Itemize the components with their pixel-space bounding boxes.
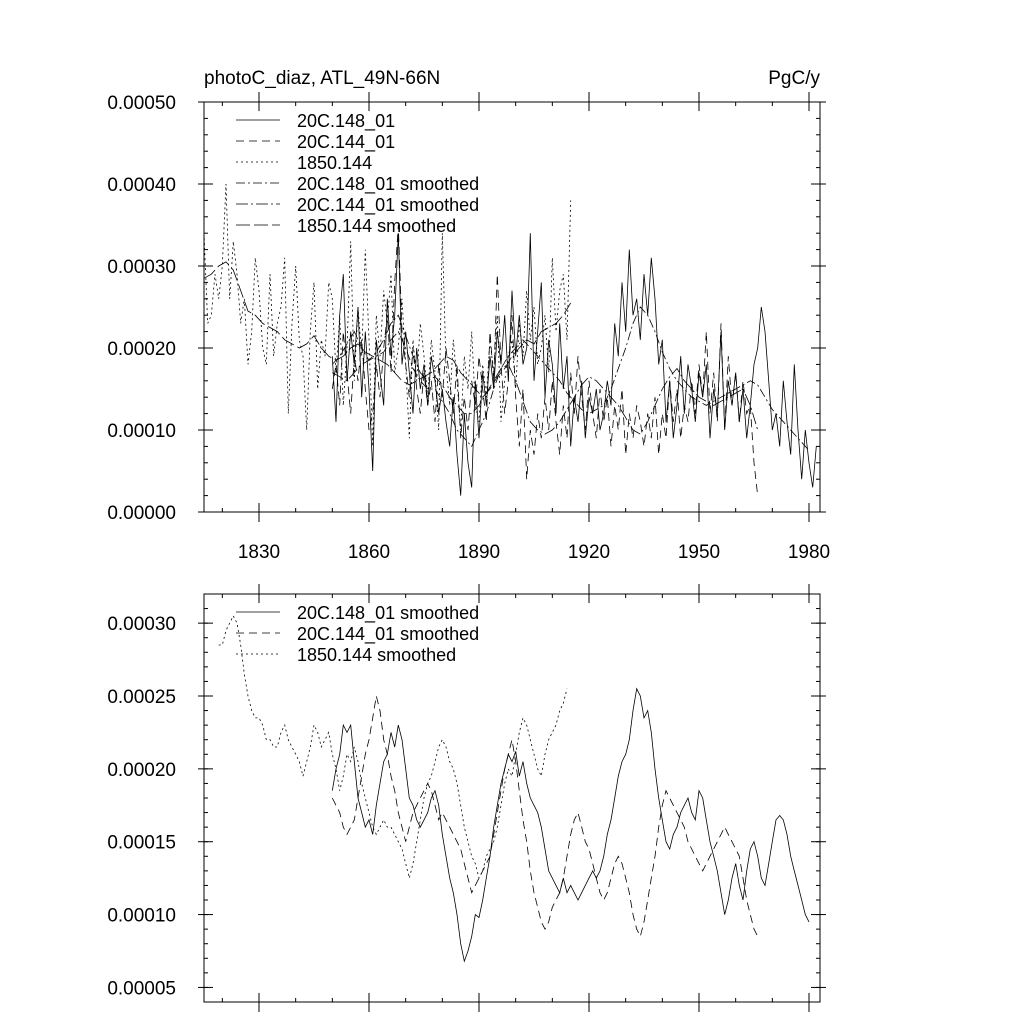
- chart-panel-2: 0.00005 0.00010 0.00015 0.00020 0.00025 0.000…: [107, 584, 826, 1012]
- y-tick-label: 0.00030: [107, 257, 176, 278]
- legend-label: 20C.144_01: [297, 132, 395, 153]
- legend-label: 1850.144 smoothed: [297, 645, 456, 665]
- y-tick-label: 0.00005: [107, 978, 176, 999]
- plot-frame: [203, 101, 821, 513]
- y-tick-label: 0.00010: [107, 421, 176, 442]
- series-line-1: [331, 687, 810, 963]
- y-tick-label: 0.00050: [107, 93, 176, 114]
- y-tick-label: 0.00020: [107, 339, 176, 360]
- legend-label: 20C.144_01 smoothed: [297, 624, 479, 645]
- x-tick-label: 1920: [568, 542, 610, 563]
- x-tick-label: 1980: [788, 542, 830, 563]
- series-line-1: [331, 233, 817, 496]
- y-tick-label: 0.00010: [107, 906, 176, 927]
- chart-title: photoC_diaz, ATL_49N-66N: [204, 68, 440, 89]
- x-tick-label: 1950: [678, 542, 720, 563]
- chart-panel-1: 0.00000 0.00010 0.00020 0.00030 0.00040 0.000…: [107, 68, 830, 563]
- series-line-6: [204, 261, 572, 398]
- series-line-5: [332, 314, 759, 435]
- legend-label: 20C.148_01: [297, 111, 395, 132]
- x-tick-label: 1830: [238, 542, 280, 563]
- units-label: PgC/y: [768, 68, 820, 89]
- series-line-4: [332, 306, 810, 451]
- legend-label: 1850.144: [297, 153, 372, 173]
- y-tick-label: 0.00000: [107, 503, 176, 524]
- series-line-3: [218, 615, 568, 880]
- series-line-2: [331, 695, 759, 938]
- y-tick-label: 0.00030: [107, 614, 176, 635]
- x-tick-label: 1890: [458, 542, 500, 563]
- legend-label: 20C.148_01 smoothed: [297, 603, 479, 624]
- legend-label: 20C.148_01 smoothed: [297, 174, 479, 195]
- x-tick-label: 1860: [348, 542, 390, 563]
- series-line-2: [331, 224, 759, 496]
- y-tick-label: 0.00020: [107, 760, 176, 781]
- legend-label: 1850.144 smoothed: [297, 216, 456, 236]
- y-tick-label: 0.00040: [107, 175, 176, 196]
- y-tick-label: 0.00025: [107, 687, 176, 708]
- y-tick-label: 0.00015: [107, 833, 176, 854]
- legend-label: 20C.144_01 smoothed: [297, 195, 479, 216]
